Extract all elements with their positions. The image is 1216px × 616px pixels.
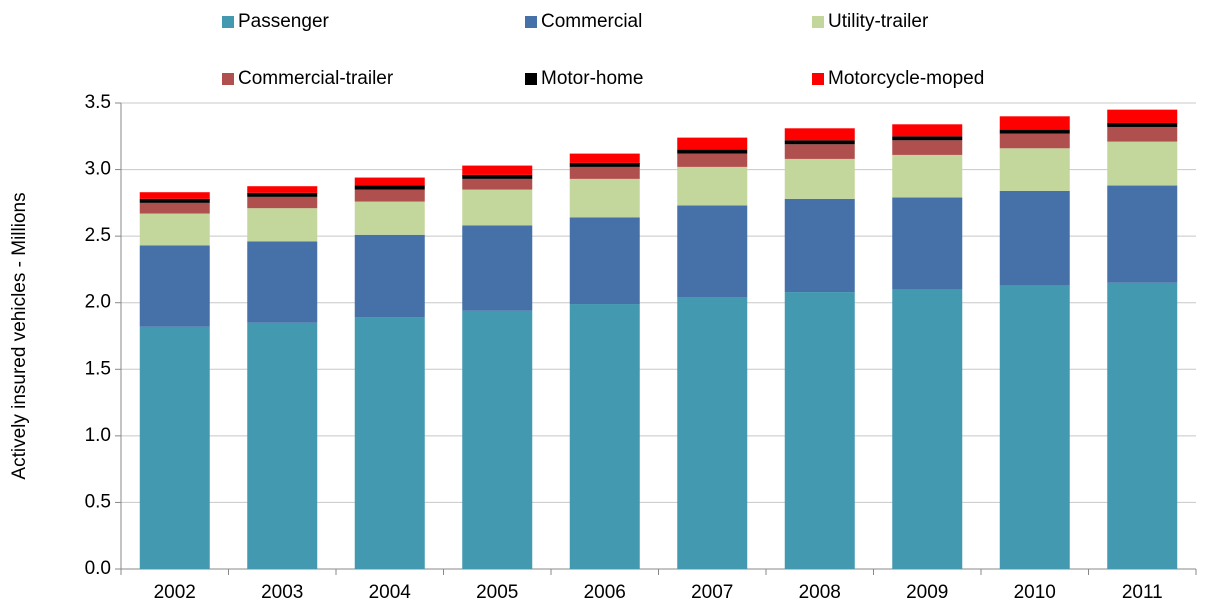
bar-segment <box>139 202 210 214</box>
bar-segment <box>569 162 640 167</box>
y-tick-label: 3.5 <box>85 92 111 113</box>
legend-swatch <box>812 16 824 28</box>
bar-segment <box>354 189 425 202</box>
bar-segment <box>784 198 855 293</box>
legend-label: Passenger <box>238 11 330 32</box>
bar-segment <box>1107 122 1178 127</box>
bar-segment <box>569 166 640 179</box>
x-tick-label: 2002 <box>154 582 196 603</box>
x-tick-label: 2005 <box>476 582 518 603</box>
bar-segment <box>354 234 425 318</box>
bar-segment <box>784 292 855 569</box>
bar-segment <box>784 128 855 141</box>
bar-segment <box>999 116 1070 130</box>
bar-segment <box>892 124 963 137</box>
bar-segment <box>1107 141 1178 186</box>
bar-segment <box>569 217 640 305</box>
bar-segment <box>139 198 210 203</box>
bar-segment <box>999 129 1070 134</box>
y-tick-label: 1.5 <box>85 358 111 379</box>
bar-segment <box>247 186 318 193</box>
bar-segment <box>784 140 855 145</box>
legend-label: Commercial <box>541 11 642 32</box>
y-axis-label: Actively insured vehicles - Millions <box>9 192 30 479</box>
bar-segment <box>892 140 963 155</box>
bar-segment <box>247 241 318 323</box>
bar-segment <box>139 245 210 327</box>
bar-segment <box>677 137 748 150</box>
bar-segment <box>677 149 748 154</box>
legend-label: Commercial-trailer <box>238 68 394 89</box>
legend-swatch <box>525 73 537 85</box>
bar-segment <box>462 178 533 190</box>
bar-segment <box>139 213 210 246</box>
bar-segment <box>354 177 425 186</box>
legend-swatch <box>222 73 234 85</box>
bar-segment <box>462 165 533 175</box>
bar-segment <box>569 153 640 163</box>
legend-label: Motor-home <box>541 68 643 89</box>
bar-segment <box>247 192 318 197</box>
x-tick-label: 2007 <box>691 582 733 603</box>
bar-segment <box>999 133 1070 149</box>
bar-segment <box>1107 109 1178 123</box>
bar-segment <box>462 174 533 179</box>
bar-segment <box>139 326 210 569</box>
x-tick-label: 2004 <box>369 582 412 603</box>
bar-segment <box>999 148 1070 191</box>
legend-swatch <box>812 73 824 85</box>
bar-segment <box>354 185 425 190</box>
bar-segment <box>569 178 640 218</box>
bar-segment <box>247 208 318 242</box>
bar-segment <box>999 285 1070 569</box>
bar-segment <box>1107 282 1178 569</box>
bar-segment <box>462 225 533 311</box>
legend-swatch <box>525 16 537 28</box>
y-tick-label: 2.0 <box>85 292 111 313</box>
legend-swatch <box>222 16 234 28</box>
y-tick-label: 0.0 <box>85 558 111 579</box>
bar-segment <box>892 136 963 141</box>
bar-segment <box>677 166 748 206</box>
y-tick-label: 0.5 <box>85 491 111 512</box>
x-tick-label: 2009 <box>906 582 948 603</box>
x-tick-label: 2006 <box>584 582 626 603</box>
bar-segment <box>892 289 963 569</box>
bar-segment <box>1107 126 1178 142</box>
bar-segment <box>247 322 318 569</box>
x-tick-label: 2011 <box>1122 582 1163 603</box>
bar-segment <box>1107 185 1178 283</box>
legend-label: Utility-trailer <box>828 11 929 32</box>
bar-segment <box>139 192 210 199</box>
bar-segment <box>784 144 855 159</box>
bar-segment <box>677 153 748 167</box>
legend-label: Motorcycle-moped <box>828 68 984 89</box>
bar-segment <box>462 310 533 569</box>
bar-segment <box>784 158 855 199</box>
bar-segment <box>677 205 748 298</box>
bar-segment <box>354 317 425 569</box>
bar-segment <box>892 154 963 198</box>
bar-segment <box>247 196 318 209</box>
bar-segment <box>677 297 748 569</box>
bar-segment <box>462 189 533 226</box>
x-tick-label: 2010 <box>1014 582 1056 603</box>
y-tick-label: 3.0 <box>85 159 111 180</box>
y-tick-label: 2.5 <box>85 225 111 246</box>
bar-segment <box>569 304 640 569</box>
bar-segment <box>354 201 425 235</box>
x-tick-label: 2008 <box>799 582 841 603</box>
bar-segment <box>892 197 963 290</box>
bar-segment <box>999 190 1070 286</box>
x-tick-label: 2003 <box>261 582 303 603</box>
y-tick-label: 1.0 <box>85 425 111 446</box>
